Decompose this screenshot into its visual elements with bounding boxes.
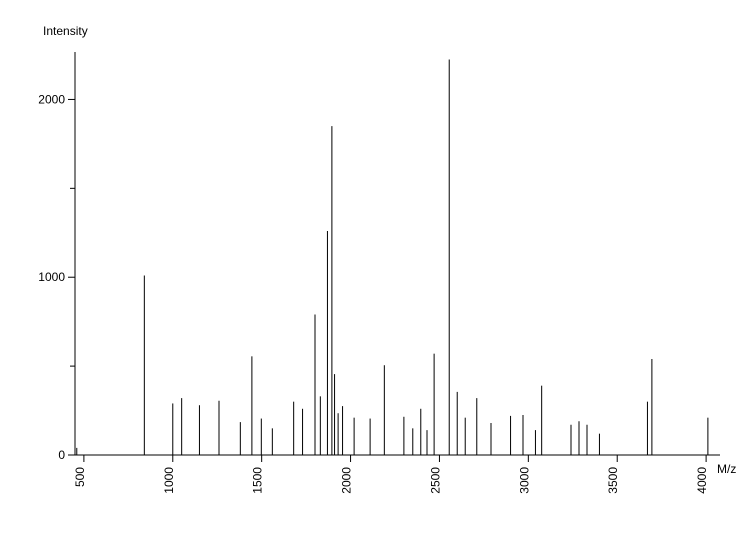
- x-tick-label: 4000: [695, 467, 709, 494]
- x-tick-label: 2000: [340, 467, 354, 494]
- y-tick-label: 0: [58, 448, 65, 462]
- chart-bg: [0, 0, 750, 540]
- x-tick-label: 1000: [162, 467, 176, 494]
- x-tick-label: 2500: [428, 467, 442, 494]
- mass-spectrum-chart: 500 1000 1500 2000 2500 3000 3500 4000 0 1000 2000…: [0, 0, 750, 540]
- y-tick-label: 2000: [38, 92, 65, 106]
- y-tick-label: 1000: [38, 270, 65, 284]
- x-tick-label: 500: [73, 467, 87, 487]
- x-tick-label: 1500: [251, 467, 265, 494]
- x-tick-label: 3000: [517, 467, 531, 494]
- x-axis-label: M/z: [717, 462, 736, 476]
- chart-svg: 500 1000 1500 2000 2500 3000 3500 4000 0 1000 2000…: [0, 0, 750, 540]
- x-tick-label: 3500: [606, 467, 620, 494]
- y-axis-label: Intensity: [43, 24, 88, 38]
